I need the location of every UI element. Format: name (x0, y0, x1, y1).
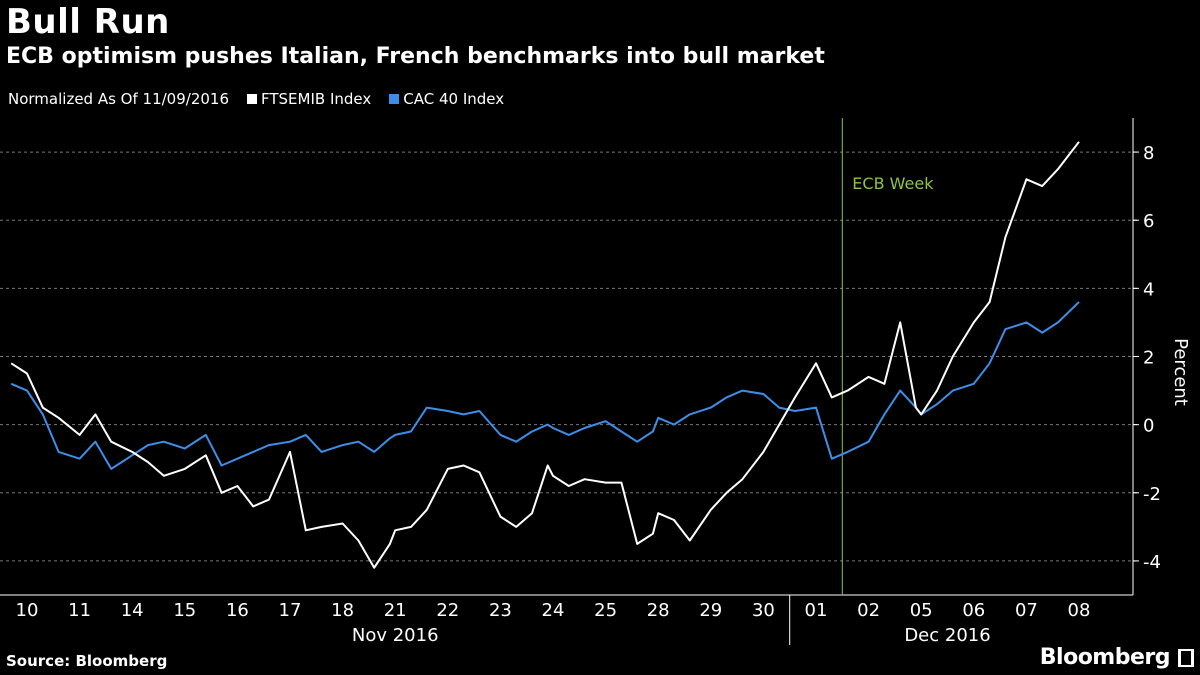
x-tick-label: 17 (279, 600, 302, 621)
y-tick-label: 2 (1143, 348, 1154, 369)
x-tick-label: 18 (331, 600, 354, 621)
y-tick-label: -2 (1143, 484, 1161, 505)
x-group-label: Nov 2016 (352, 625, 439, 646)
x-tick-label: 29 (699, 600, 722, 621)
x-tick-label: 07 (1015, 600, 1038, 621)
y-tick-label: 8 (1143, 143, 1154, 164)
x-tick-label: 28 (647, 600, 670, 621)
x-tick-label: 15 (173, 600, 196, 621)
legend-normalized-note: Normalized As Of 11/09/2016 (8, 90, 229, 108)
legend-swatch-ftsemib (247, 94, 257, 104)
x-tick-label: 05 (910, 600, 933, 621)
x-tick-label: 08 (1068, 600, 1091, 621)
x-tick-label: 06 (962, 600, 985, 621)
brand-logo: Bloomberg (1039, 645, 1171, 670)
x-tick-label: 02 (857, 600, 880, 621)
legend-label-ftsemib: FTSEMIB Index (261, 90, 372, 108)
legend-label-cac40: CAC 40 Index (403, 90, 505, 108)
x-group-label: Dec 2016 (904, 625, 990, 646)
x-tick-label: 24 (542, 600, 565, 621)
x-tick-label: 11 (68, 600, 91, 621)
y-tick-label: 6 (1143, 211, 1154, 232)
chart-title: Bull Run (6, 2, 170, 42)
x-tick-label: 30 (752, 600, 775, 621)
annotation-label: ECB Week (852, 174, 934, 193)
brand-mark-icon (1178, 649, 1194, 667)
legend-swatch-cac40 (389, 94, 400, 104)
series-line-ftsemib (10, 141, 1080, 569)
x-tick-label: 01 (805, 600, 828, 621)
x-tick-label: 14 (121, 600, 144, 621)
x-tick-label: 25 (594, 600, 617, 621)
y-axis-title: Percent (1170, 338, 1191, 406)
x-tick-label: 22 (436, 600, 459, 621)
y-tick-label: 0 (1143, 416, 1154, 437)
y-tick-label: -4 (1143, 552, 1161, 573)
source-note: Source: Bloomberg (6, 652, 168, 670)
chart-subtitle: ECB optimism pushes Italian, French benc… (6, 44, 825, 69)
x-tick-label: 23 (489, 600, 512, 621)
x-tick-label: 10 (16, 600, 39, 621)
legend-item-ftsemib: FTSEMIB Index (247, 90, 371, 108)
legend: Normalized As Of 11/09/2016 FTSEMIB Inde… (8, 90, 504, 108)
x-tick-label: 16 (226, 600, 249, 621)
series-line-cac40 (10, 301, 1080, 470)
y-tick-label: 4 (1143, 279, 1154, 300)
legend-item-cac40: CAC 40 Index (389, 90, 504, 108)
x-tick-label: 21 (384, 600, 407, 621)
